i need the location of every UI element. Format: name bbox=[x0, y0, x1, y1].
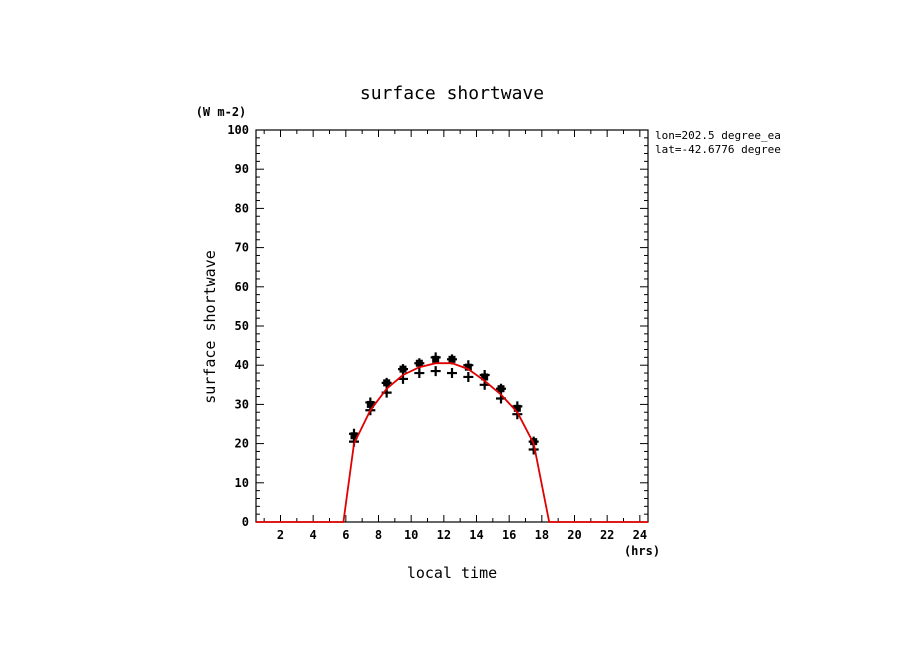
data-point-square bbox=[448, 355, 456, 363]
y-tick-label: 40 bbox=[235, 358, 249, 372]
y-tick-label: 0 bbox=[242, 515, 249, 529]
x-tick-label: 16 bbox=[502, 528, 516, 542]
y-tick-label: 80 bbox=[235, 201, 249, 215]
x-tick-label: 8 bbox=[375, 528, 382, 542]
data-point-square bbox=[497, 385, 505, 393]
x-tick-label: 10 bbox=[404, 528, 418, 542]
x-tick-label: 20 bbox=[567, 528, 581, 542]
series-line bbox=[256, 362, 648, 523]
y-tick-label: 50 bbox=[235, 319, 249, 333]
y-tick-label: 100 bbox=[227, 123, 249, 137]
data-point-square bbox=[415, 359, 423, 367]
data-point-square bbox=[481, 373, 489, 381]
data-point-plus bbox=[463, 371, 474, 382]
data-point-square bbox=[464, 363, 472, 371]
plot-area: 2 4 6 8 10 12 14 16 18 20 22 2401020304050607080901… bbox=[227, 123, 649, 542]
y-tick-label: 70 bbox=[235, 241, 249, 255]
plot-frame bbox=[255, 129, 649, 523]
y-tick-label: 20 bbox=[235, 437, 249, 451]
x-axis-title: local time bbox=[407, 564, 497, 582]
y-tick-label: 90 bbox=[235, 162, 249, 176]
x-tick-label: 12 bbox=[437, 528, 451, 542]
data-point-square bbox=[432, 355, 440, 363]
annotation-lat: lat=-42.6776 degree bbox=[655, 143, 781, 156]
x-tick-label: 6 bbox=[342, 528, 349, 542]
x-tick-label: 22 bbox=[600, 528, 614, 542]
chart-title: surface shortwave bbox=[360, 83, 544, 104]
y-tick-label: 60 bbox=[235, 280, 249, 294]
x-tick-label: 4 bbox=[310, 528, 317, 542]
x-tick-label: 24 bbox=[633, 528, 647, 542]
data-point-plus bbox=[430, 366, 441, 377]
data-point-plus bbox=[447, 368, 457, 379]
data-point-square bbox=[383, 379, 391, 387]
x-axis-units: (hrs) bbox=[624, 544, 660, 558]
x-tick-label: 18 bbox=[535, 528, 549, 542]
data-point-square bbox=[350, 432, 358, 440]
data-point-plus bbox=[414, 368, 425, 379]
data-point-square bbox=[399, 365, 407, 373]
y-axis-title: surface shortwave bbox=[201, 250, 219, 404]
data-point-square bbox=[513, 404, 521, 412]
x-tick-label: 14 bbox=[469, 528, 483, 542]
data-point-square bbox=[366, 400, 374, 408]
y-tick-label: 30 bbox=[235, 397, 249, 411]
y-axis-units: (W m-2) bbox=[196, 105, 247, 119]
x-tick-label: 2 bbox=[277, 528, 284, 542]
annotation-lon: lon=202.5 degree_ea bbox=[655, 129, 781, 142]
y-tick-label: 10 bbox=[235, 476, 249, 490]
